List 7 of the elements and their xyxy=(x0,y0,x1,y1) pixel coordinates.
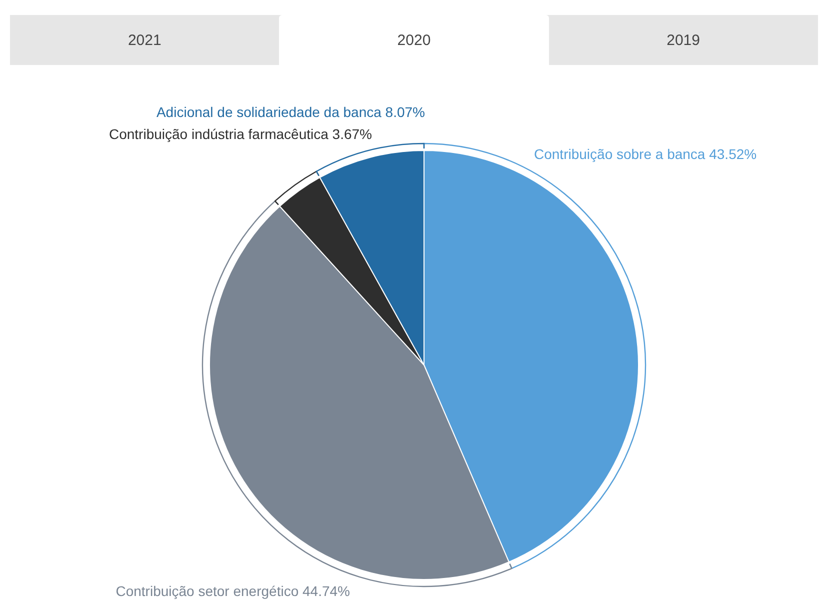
text: 2019 xyxy=(666,30,701,50)
slice-label: Adicional de solidariedade da banca 8.07% xyxy=(156,104,425,120)
text: 2020 xyxy=(279,15,549,65)
slice-label: Contribuição indústria farmacêutica 3.67% xyxy=(108,126,372,142)
slice-label: Contribuição sobre a banca 43.52% xyxy=(534,146,757,162)
slice-label: Contribuição setor energético 44.74% xyxy=(116,582,350,599)
text: 2021 xyxy=(126,30,162,50)
